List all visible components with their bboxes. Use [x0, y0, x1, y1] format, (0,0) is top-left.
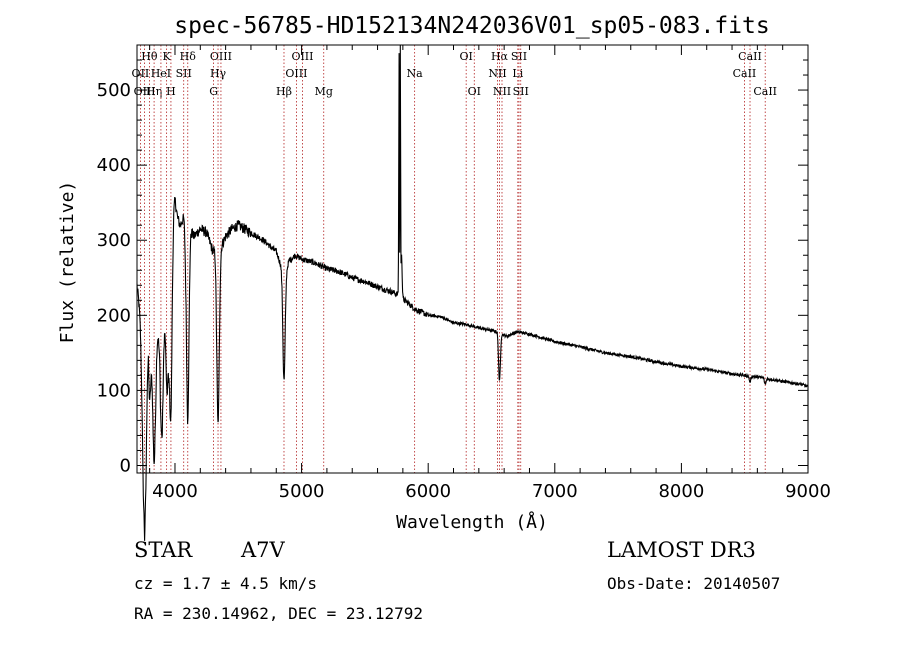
- spectral-line-label: Hα: [491, 50, 509, 63]
- spectral-line-label: OIII: [291, 50, 313, 63]
- spectral-line-label: H: [166, 85, 176, 98]
- y-tick-label: 200: [97, 305, 131, 326]
- x-tick-label: 9000: [785, 481, 831, 502]
- x-tick-label: 4000: [152, 481, 198, 502]
- spectral-line-label: CaII: [738, 50, 762, 63]
- y-tick-label: 300: [97, 230, 131, 251]
- spectral-line-label: OII: [132, 67, 150, 80]
- spectral-line-label: Hγ: [210, 67, 227, 80]
- spectral-line-label: Hβ: [276, 85, 292, 98]
- x-tick-label: 7000: [532, 481, 578, 502]
- spectral-line-label: OIII: [285, 67, 307, 80]
- spectral-line-label: Hδ: [180, 50, 197, 63]
- spectral-line-label: SII: [176, 67, 192, 80]
- spectral-line-label: SII: [513, 85, 529, 98]
- coordinates: RA = 230.14962, DEC = 23.12792: [134, 604, 423, 623]
- spectral-line-label: NII: [488, 67, 506, 80]
- redshift-value: cz = 1.7 ± 4.5 km/s: [134, 574, 318, 593]
- spectrum-series-line: [136, 44, 809, 541]
- object-class: STAR: [134, 538, 193, 562]
- survey-name: LAMOST DR3: [607, 538, 756, 562]
- chart-title: spec-56785-HD152134N242036V01_sp05-083.f…: [174, 13, 769, 39]
- observation-date: Obs-Date: 20140507: [607, 574, 781, 593]
- x-axis-label: Wavelength (Å): [396, 511, 548, 533]
- spectral-line-label: Hη: [146, 85, 162, 98]
- spectral-line-label: SII: [511, 50, 527, 63]
- spectral-line-label: Na: [407, 67, 424, 80]
- spectral-line-label: Mg: [315, 85, 333, 98]
- y-tick-label: 400: [97, 155, 131, 176]
- spectral-line-label: OI: [468, 85, 481, 98]
- spectral-line-label: OIII: [134, 85, 156, 98]
- object-subclass: A7V: [241, 538, 285, 562]
- spectral-line-label: CaII: [753, 85, 777, 98]
- spectral-line-label: OI: [459, 50, 472, 63]
- x-tick-label: 5000: [279, 481, 325, 502]
- y-axis-label: Flux (relative): [57, 181, 78, 344]
- spectral-line-label: Li: [512, 67, 523, 80]
- spectral-line-label: HeI: [151, 67, 171, 80]
- x-tick-label: 6000: [405, 481, 451, 502]
- spectral-line-label: CaII: [733, 67, 757, 80]
- plot-frame: [136, 44, 809, 474]
- y-tick-label: 0: [120, 455, 131, 476]
- spectral-line-label: NII: [493, 85, 511, 98]
- y-tick-label: 500: [97, 80, 131, 101]
- y-axis: 0 100 200 300 400 500: [97, 59, 808, 476]
- y-tick-label: 100: [97, 380, 131, 401]
- spectral-line-label: K: [163, 50, 172, 63]
- x-axis: 4000 5000 6000 7000 8000 9000: [149, 45, 831, 502]
- spectral-line-label: Hθ: [141, 50, 158, 63]
- spectral-line-label: G: [209, 85, 218, 98]
- spectral-line-label: OIII: [210, 50, 232, 63]
- x-tick-label: 8000: [658, 481, 704, 502]
